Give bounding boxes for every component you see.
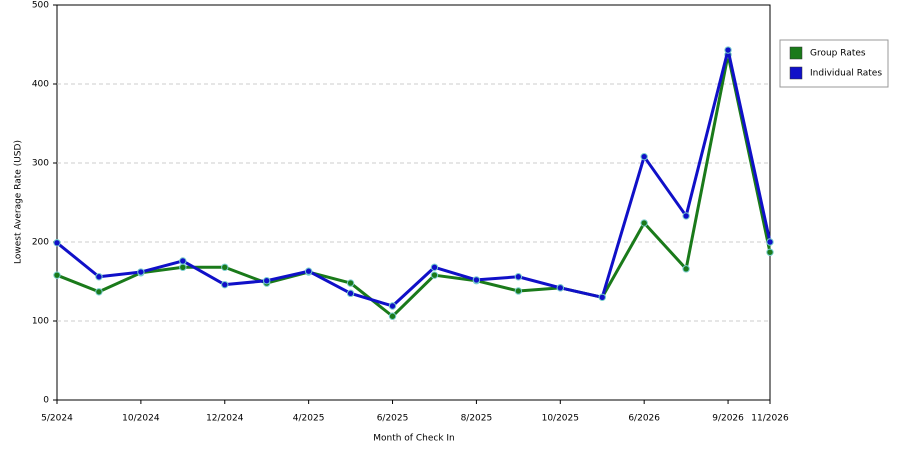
legend-label: Individual Rates (810, 69, 882, 79)
data-point (514, 287, 523, 295)
data-point (766, 238, 774, 246)
y-tick-label: 200 (32, 238, 49, 248)
data-point (514, 273, 523, 281)
data-point (556, 284, 564, 292)
data-point (472, 276, 481, 284)
data-point (346, 279, 355, 287)
data-point (598, 293, 606, 301)
x-tick-label: 8/2025 (461, 414, 493, 424)
x-tick-label: 10/2024 (122, 414, 160, 424)
data-point (430, 263, 439, 271)
data-point (304, 267, 313, 275)
x-tick-label: 6/2025 (377, 414, 409, 424)
data-point (640, 219, 648, 227)
data-point (724, 46, 732, 54)
data-point (179, 257, 187, 265)
data-point (179, 263, 187, 271)
data-point (263, 277, 271, 285)
data-point (221, 280, 229, 289)
plot-area (56, 4, 771, 401)
x-tick-label: 5/2024 (41, 414, 73, 424)
y-tick-label: 500 (32, 1, 49, 11)
data-point (682, 212, 690, 220)
x-tick-label: 6/2026 (628, 414, 660, 424)
series-line (56, 53, 772, 318)
y-tick-label: 100 (32, 317, 49, 327)
legend-swatch (789, 46, 803, 60)
x-tick-label: 4/2025 (293, 414, 325, 424)
y-axis-label: Lowest Average Rate (USD) (14, 140, 24, 264)
data-point (388, 312, 397, 320)
data-point (53, 239, 61, 247)
y-tick-label: 300 (32, 159, 49, 169)
legend-label: Group Rates (810, 49, 866, 59)
data-point (682, 265, 690, 273)
legend-swatch (789, 66, 803, 80)
y-tick-label: 0 (43, 396, 49, 406)
x-tick-label: 9/2026 (712, 414, 744, 424)
y-tick-label: 400 (32, 80, 49, 90)
x-tick-label: 11/2026 (751, 414, 789, 424)
data-point (388, 302, 397, 310)
x-axis-label: Month of Check In (373, 434, 455, 444)
series-line (56, 48, 772, 308)
x-tick-label: 10/2025 (542, 414, 579, 424)
x-tick-label: 12/2024 (206, 414, 244, 424)
data-point (766, 248, 774, 256)
data-point (430, 271, 439, 279)
data-point (95, 288, 103, 296)
data-point (221, 263, 229, 271)
data-point (640, 152, 648, 161)
data-point (346, 289, 355, 298)
data-point (95, 273, 103, 281)
data-point (53, 271, 61, 279)
data-point (137, 268, 145, 276)
